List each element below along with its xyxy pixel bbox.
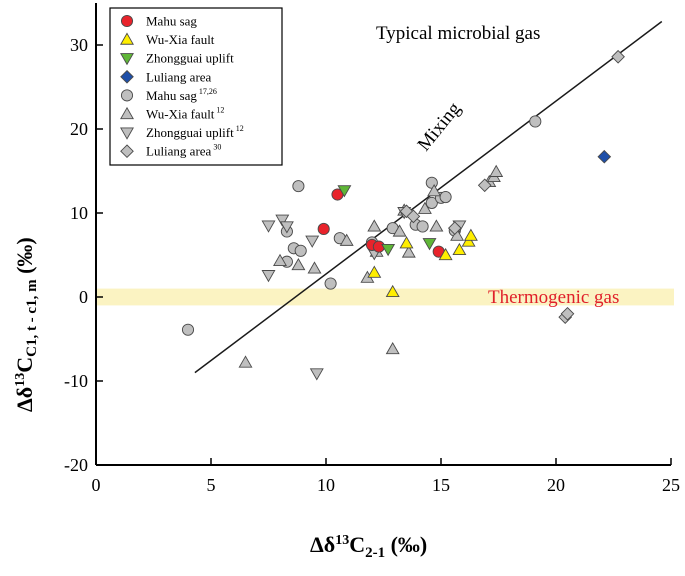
legend-label: Luliang area — [146, 69, 212, 84]
x-tick-label: 25 — [662, 475, 680, 495]
data-point — [416, 220, 429, 233]
x-tick-label: 15 — [432, 475, 450, 495]
y-tick-label: -20 — [64, 455, 88, 475]
data-point — [367, 219, 382, 232]
data-point — [309, 368, 324, 381]
data-point — [447, 221, 462, 235]
data-point — [597, 149, 612, 164]
legend-marker — [120, 53, 134, 66]
data-point — [392, 224, 407, 237]
legend-marker — [120, 32, 134, 45]
data-point — [261, 220, 276, 233]
data-point — [463, 228, 478, 241]
x-tick-label: 0 — [92, 475, 101, 495]
y-tick-label: 20 — [70, 119, 88, 139]
y-axis-title: Δδ13CC1, t - c1, m (‰) — [12, 237, 40, 412]
legend-label: Zhongguai uplift 12 — [146, 124, 244, 140]
legend-marker — [120, 144, 134, 159]
data-point — [429, 219, 444, 232]
x-tick-label: 5 — [207, 475, 216, 495]
data-point — [417, 201, 432, 214]
data-point — [279, 221, 294, 234]
legend-label: Zhongguai uplift — [146, 51, 234, 66]
legend-marker — [120, 127, 134, 140]
data-point — [450, 228, 465, 241]
data-point — [381, 244, 396, 257]
mixing-line — [194, 20, 663, 374]
y-axis-ticks: -20 -10 0 10 20 30 — [64, 35, 103, 475]
y-tick-label: -10 — [64, 371, 88, 391]
data-point — [339, 233, 354, 246]
typical-microbial-gas-label: Typical microbial gas — [376, 23, 540, 44]
legend-label: Mahu sag — [146, 14, 197, 29]
thermogenic-gas-label: Thermogenic gas — [488, 287, 619, 308]
x-tick-label: 20 — [547, 475, 565, 495]
data-point — [367, 265, 382, 278]
data-points — [181, 49, 625, 381]
data-point — [489, 164, 504, 177]
data-point — [238, 355, 253, 368]
y-tick-label: 0 — [79, 287, 88, 307]
data-point — [529, 115, 542, 128]
x-axis-ticks: 0 5 10 15 20 25 — [92, 458, 680, 495]
data-point — [406, 209, 421, 224]
x-axis-title: Δδ13C2-1 (‰) — [310, 532, 427, 561]
legend-label: Wu-Xia fault — [146, 32, 215, 47]
data-point — [401, 245, 416, 258]
y-tick-label: 10 — [70, 203, 88, 223]
data-point — [477, 178, 492, 193]
data-point — [317, 222, 330, 236]
data-point — [438, 247, 453, 261]
mixing-label: Mixing — [414, 98, 466, 155]
data-point — [307, 261, 322, 274]
legend-label: Mahu sag 17,26 — [146, 87, 217, 103]
data-point — [273, 253, 287, 266]
thermogenic-gas-band — [97, 288, 674, 306]
data-point — [181, 323, 195, 336]
data-point — [399, 236, 414, 249]
data-point — [261, 270, 276, 283]
data-point — [560, 306, 575, 321]
data-point — [385, 341, 400, 355]
data-point — [291, 257, 306, 271]
data-point — [427, 184, 442, 197]
data-point — [452, 242, 467, 256]
data-point — [337, 185, 352, 198]
data-point — [324, 277, 337, 290]
data-point — [422, 238, 437, 251]
legend-marker — [120, 69, 134, 84]
legend: Mahu sag Wu-Xia fault Zhongguai uplift Luli… — [109, 7, 283, 166]
data-point — [292, 180, 305, 193]
legend-marker — [120, 106, 134, 120]
x-tick-label: 10 — [317, 475, 335, 495]
legend-box — [109, 7, 283, 166]
legend-marker — [120, 89, 134, 102]
legend-label: Luliang area 30 — [146, 143, 221, 159]
data-point — [425, 176, 438, 189]
data-point — [305, 235, 320, 248]
y-tick-label: 30 — [70, 35, 88, 55]
legend-label: Wu-Xia fault 12 — [146, 106, 224, 122]
data-point — [461, 234, 476, 247]
data-point — [294, 244, 307, 257]
legend-marker — [120, 14, 134, 28]
data-point — [275, 214, 290, 227]
data-point — [385, 284, 400, 298]
data-point — [425, 196, 438, 209]
data-point — [439, 190, 452, 204]
data-point — [611, 49, 625, 64]
